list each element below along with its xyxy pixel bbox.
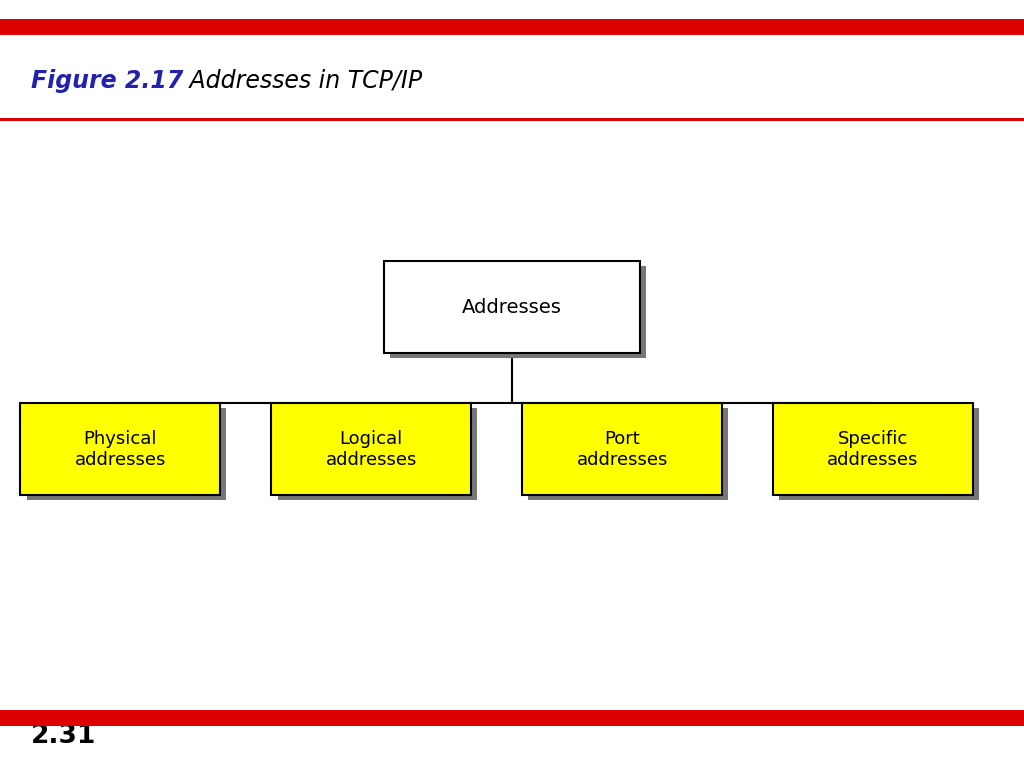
Bar (390, 266, 646, 358)
Bar (779, 408, 979, 500)
Bar (0, 118, 1024, 121)
Bar (773, 403, 973, 495)
Text: 2.31: 2.31 (31, 723, 96, 749)
Bar (384, 261, 640, 353)
Bar (271, 403, 471, 495)
Text: Addresses in TCP/IP: Addresses in TCP/IP (182, 68, 422, 93)
Text: Specific
addresses: Specific addresses (827, 430, 919, 468)
Bar (27, 408, 226, 500)
Bar (0, 19, 1024, 35)
Bar (522, 403, 722, 495)
Bar (20, 403, 220, 495)
Bar (278, 408, 477, 500)
Text: Logical
addresses: Logical addresses (326, 430, 417, 468)
Bar (528, 408, 728, 500)
Text: Physical
addresses: Physical addresses (75, 430, 166, 468)
Text: Addresses: Addresses (462, 298, 562, 316)
Text: Port
addresses: Port addresses (577, 430, 668, 468)
Text: Figure 2.17: Figure 2.17 (31, 68, 183, 93)
Bar (0, 710, 1024, 726)
